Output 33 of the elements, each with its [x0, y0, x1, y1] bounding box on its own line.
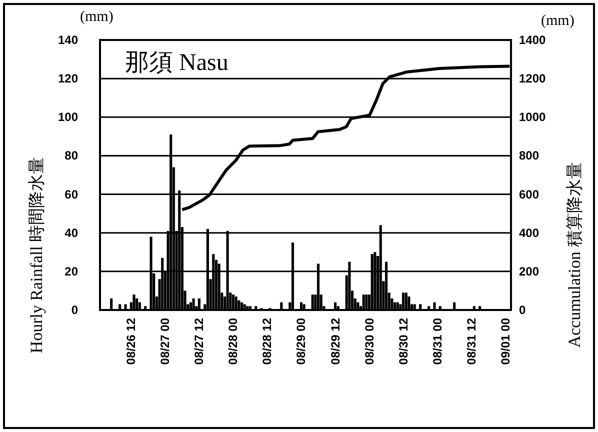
y2-tick-label: 200	[519, 264, 540, 278]
x-tick-label: 08/26 12	[124, 318, 138, 365]
y-tick-label: 0	[71, 303, 78, 317]
y-tick-label: 20	[64, 264, 78, 278]
y2-tick-label: 0	[519, 303, 526, 317]
x-tick-label: 08/31 12	[464, 318, 478, 365]
y-tick-label: 140	[58, 33, 78, 47]
y2-tick-label: 1400	[519, 33, 546, 47]
y-tick-label: 80	[64, 148, 78, 163]
y-axis-title: Hourly Rainfall 時間降水量	[27, 156, 46, 354]
x-tick-label: 08/28 12	[260, 318, 274, 365]
y2-axis-title: Accumulation 積算降水量	[565, 162, 584, 348]
text: (mm)	[80, 9, 114, 25]
y2-tick-label: 1000	[519, 110, 546, 124]
text: (mm)	[541, 13, 574, 29]
y-tick-label: 100	[58, 110, 78, 124]
y-tick-label: 60	[64, 187, 78, 202]
y-tick-label: 120	[58, 72, 78, 86]
x-tick-label: 08/27 12	[192, 318, 206, 365]
x-tick-label: 08/27 00	[158, 318, 172, 365]
y2-tick-label: 600	[519, 187, 540, 202]
x-tick-label: 08/30 12	[396, 318, 410, 365]
y2-tick-label: 400	[519, 226, 540, 240]
chart-title: 那須 Nasu	[125, 50, 228, 76]
x-tick-label: 08/29 12	[328, 318, 342, 365]
y-tick-label: 40	[64, 226, 78, 240]
y2-tick-label: 1200	[519, 72, 546, 86]
x-tick-label: 09/01 00	[498, 318, 512, 365]
x-tick-label: 08/29 00	[294, 318, 308, 365]
x-tick-label: 08/31 00	[430, 318, 444, 365]
x-tick-label: 08/30 00	[362, 318, 376, 365]
y2-tick-label: 800	[519, 148, 540, 163]
x-tick-label: 08/28 00	[226, 318, 240, 365]
